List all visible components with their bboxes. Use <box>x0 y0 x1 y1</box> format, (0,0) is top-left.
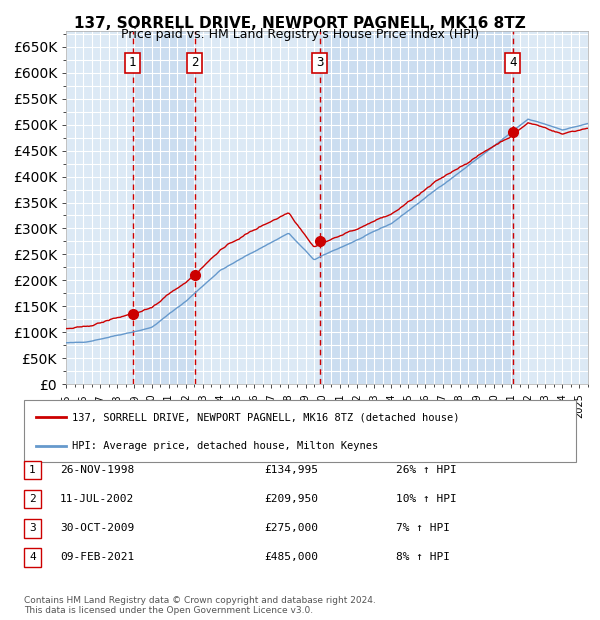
Text: £209,950: £209,950 <box>264 494 318 504</box>
Text: Contains HM Land Registry data © Crown copyright and database right 2024.
This d: Contains HM Land Registry data © Crown c… <box>24 596 376 615</box>
Text: 30-OCT-2009: 30-OCT-2009 <box>60 523 134 533</box>
Text: 26% ↑ HPI: 26% ↑ HPI <box>396 465 457 475</box>
Text: 137, SORRELL DRIVE, NEWPORT PAGNELL, MK16 8TZ: 137, SORRELL DRIVE, NEWPORT PAGNELL, MK1… <box>74 16 526 30</box>
Text: 11-JUL-2002: 11-JUL-2002 <box>60 494 134 504</box>
Text: 8% ↑ HPI: 8% ↑ HPI <box>396 552 450 562</box>
Bar <box>133 31 195 384</box>
Text: HPI: Average price, detached house, Milton Keynes: HPI: Average price, detached house, Milt… <box>72 441 378 451</box>
Text: 3: 3 <box>316 56 323 69</box>
Text: £275,000: £275,000 <box>264 523 318 533</box>
Text: 1: 1 <box>29 465 36 475</box>
Text: 10% ↑ HPI: 10% ↑ HPI <box>396 494 457 504</box>
Bar <box>320 31 513 384</box>
Text: 26-NOV-1998: 26-NOV-1998 <box>60 465 134 475</box>
Text: 137, SORRELL DRIVE, NEWPORT PAGNELL, MK16 8TZ (detached house): 137, SORRELL DRIVE, NEWPORT PAGNELL, MK1… <box>72 412 460 422</box>
Text: 3: 3 <box>29 523 36 533</box>
Text: Price paid vs. HM Land Registry's House Price Index (HPI): Price paid vs. HM Land Registry's House … <box>121 28 479 41</box>
Text: 2: 2 <box>29 494 36 504</box>
Text: 2: 2 <box>191 56 199 69</box>
Text: £134,995: £134,995 <box>264 465 318 475</box>
Text: 4: 4 <box>29 552 36 562</box>
Text: 1: 1 <box>129 56 136 69</box>
Text: 7% ↑ HPI: 7% ↑ HPI <box>396 523 450 533</box>
Text: £485,000: £485,000 <box>264 552 318 562</box>
Text: 09-FEB-2021: 09-FEB-2021 <box>60 552 134 562</box>
Text: 4: 4 <box>509 56 517 69</box>
